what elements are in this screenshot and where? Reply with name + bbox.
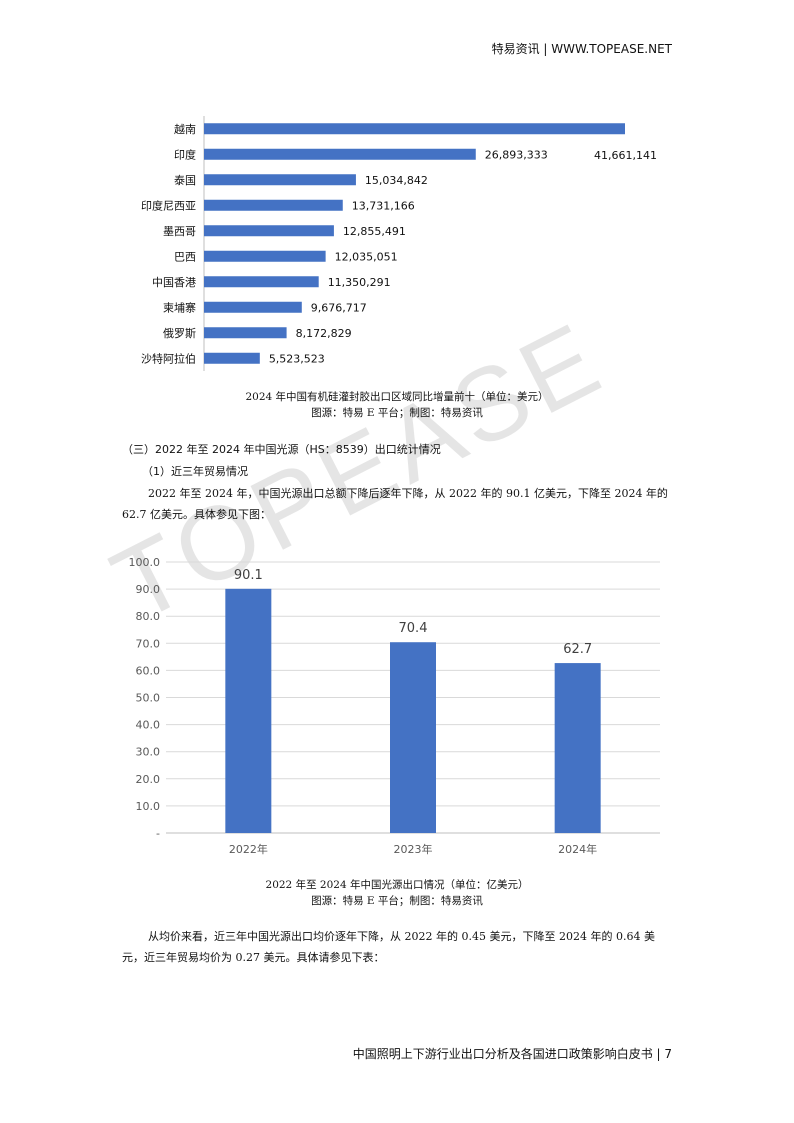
data-label-9: 5,523,523: [269, 352, 325, 365]
y-tick-label-6: 60.0: [136, 664, 161, 677]
data-label-8: 8,172,829: [296, 327, 352, 340]
data-label-6: 11,350,291: [328, 276, 391, 289]
category-label-8: 俄罗斯: [163, 327, 196, 340]
y-tick-label-5: 50.0: [136, 692, 161, 705]
bar-0: [204, 123, 625, 135]
bar-0: [225, 588, 272, 833]
region-increase-bar-chart: 越南 41,661,141 印度 26,893,333 泰国 15,034,842 印度尼西…: [141, 116, 657, 371]
bar-3: [204, 199, 343, 211]
x-tick-label-2: 2024年: [558, 842, 597, 856]
section-paragraph: 2022 年至 2024 年，中国光源出口总额下降后逐年下降，从 2022 年的…: [122, 487, 668, 521]
page-footer: 中国照明上下游行业出口分析及各国进口政策影响白皮书 | 7: [352, 1047, 672, 1061]
y-tick-label-2: 20.0: [136, 773, 161, 786]
category-label-5: 巴西: [174, 250, 196, 263]
chart1-caption: 2024 年中国有机硅灌封胶出口区域同比增量前十（单位：美元）: [245, 391, 549, 403]
data-label-0: 41,661,141: [594, 149, 657, 162]
category-label-3: 印度尼西亚: [141, 198, 196, 212]
data-label-3: 13,731,166: [352, 199, 415, 212]
chart2-caption: 2022 年至 2024 年中国光源出口情况（单位：亿美元）: [265, 879, 529, 891]
category-label-7: 柬埔寨: [163, 300, 196, 314]
data-label-2: 15,034,842: [365, 174, 428, 187]
bar-9: [204, 352, 260, 364]
chart2-source: 图源：特易 E 平台；制图：特易资讯: [311, 895, 483, 907]
data-label-0: 90.1: [234, 568, 263, 583]
y-tick-label-3: 30.0: [136, 746, 161, 759]
light-source-export-bar-chart: - 10.0 20.0 30.0 40.0 50.0 60.0 70.0 80.0 90.0 100…: [129, 556, 660, 856]
category-label-6: 中国香港: [152, 276, 196, 289]
x-tick-label-0: 2022年: [229, 842, 268, 856]
bar-4: [204, 225, 334, 237]
bar-5: [204, 250, 326, 262]
category-label-9: 沙特阿拉伯: [141, 351, 196, 365]
bar-7: [204, 301, 302, 313]
page-header: 特易资讯 | WWW.TOPEASE.NET: [491, 42, 672, 56]
section-heading: （三）2022 年至 2024 年中国光源（HS：8539）出口统计情况: [122, 443, 441, 456]
category-label-1: 印度: [174, 147, 196, 161]
chart1-source: 图源：特易 E 平台；制图：特易资讯: [311, 407, 483, 419]
bar-2: [204, 174, 356, 186]
bar-2: [554, 663, 601, 833]
x-tick-label-1: 2023年: [394, 842, 433, 856]
y-tick-label-10: 100.0: [129, 556, 161, 569]
data-label-1: 70.4: [399, 621, 428, 636]
bar-1: [204, 148, 476, 160]
bar-1: [390, 642, 436, 833]
y-tick-label-7: 70.0: [136, 637, 161, 650]
data-label-1: 26,893,333: [485, 148, 548, 161]
y-tick-label-8: 80.0: [136, 610, 161, 623]
data-label-5: 12,035,051: [335, 250, 398, 263]
bar-8: [204, 327, 287, 339]
y-tick-label-1: 10.0: [136, 800, 161, 813]
bar-6: [204, 276, 319, 288]
category-label-2: 泰国: [174, 173, 196, 187]
category-label-0: 越南: [174, 122, 196, 136]
y-tick-label-4: 40.0: [136, 719, 161, 732]
data-label-7: 9,676,717: [311, 301, 367, 314]
data-label-2: 62.7: [563, 642, 592, 657]
data-label-4: 12,855,491: [343, 225, 406, 238]
y-tick-label-0: -: [156, 827, 160, 840]
category-label-4: 墨西哥: [163, 225, 196, 238]
y-tick-label-9: 90.0: [136, 583, 161, 596]
average-price-paragraph: 从均价来看，近三年中国光源出口均价逐年下降，从 2022 年的 0.45 美元，…: [122, 930, 655, 964]
section-subheading: （1）近三年贸易情况: [142, 465, 248, 478]
